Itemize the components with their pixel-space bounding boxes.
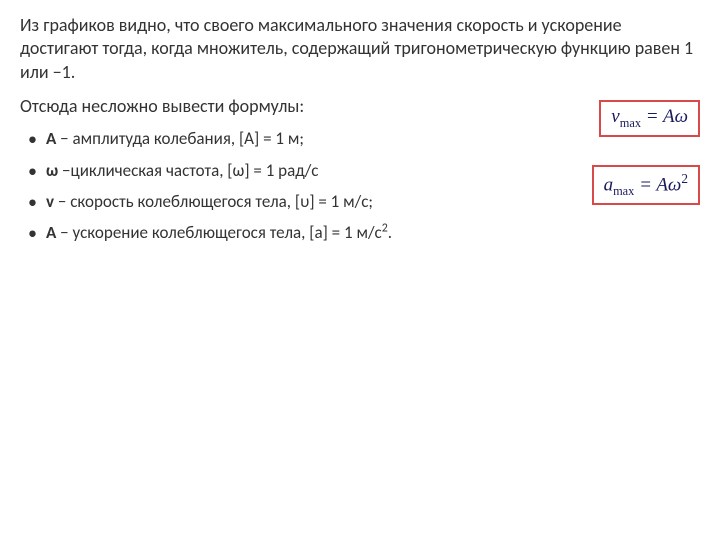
variable-symbol: ω [46, 160, 58, 181]
text-column: Отсюда несложно вывести формулы: A − амп… [20, 94, 570, 250]
list-item: A − ускорение колеблющегося тела, [a] = … [28, 219, 570, 246]
formula-amax: amax = Aω2 [592, 165, 700, 205]
variable-symbol: A [46, 128, 56, 149]
intro-paragraph: Из графиков видно, что своего максимальн… [20, 14, 700, 84]
definition-text-end: . [388, 222, 392, 243]
definition-list: A − амплитуда колебания, [A] = 1 м; ω −ц… [20, 125, 570, 246]
formula-var: v [611, 106, 619, 127]
formula-expr: = Aω [641, 106, 688, 127]
list-item: v − скорость колеблющегося тела, [υ] = 1… [28, 188, 570, 215]
formula-subscript: max [613, 184, 634, 198]
definition-text: −циклическая частота, [ω] = 1 рад/с [58, 160, 318, 181]
formula-expr: = Aω [634, 174, 681, 195]
list-item: A − амплитуда колебания, [A] = 1 м; [28, 125, 570, 152]
variable-symbol: v [46, 191, 54, 212]
subheading: Отсюда несложно вывести формулы: [20, 94, 570, 119]
formula-superscript: 2 [681, 171, 688, 186]
variable-symbol: A [46, 222, 56, 243]
formula-column: vmax = Aω amax = Aω2 [580, 94, 700, 250]
formula-var: a [604, 174, 614, 195]
definition-text: − ускорение колеблющегося тела, [a] = 1 … [56, 222, 381, 243]
formula-subscript: max [620, 116, 641, 130]
definition-text: − скорость колеблющегося тела, [υ] = 1 м… [54, 191, 373, 212]
list-item: ω −циклическая частота, [ω] = 1 рад/с [28, 157, 570, 184]
formula-vmax: vmax = Aω [599, 100, 700, 137]
content-row: Отсюда несложно вывести формулы: A − амп… [20, 94, 700, 250]
definition-text: − амплитуда колебания, [A] = 1 м; [56, 128, 304, 149]
